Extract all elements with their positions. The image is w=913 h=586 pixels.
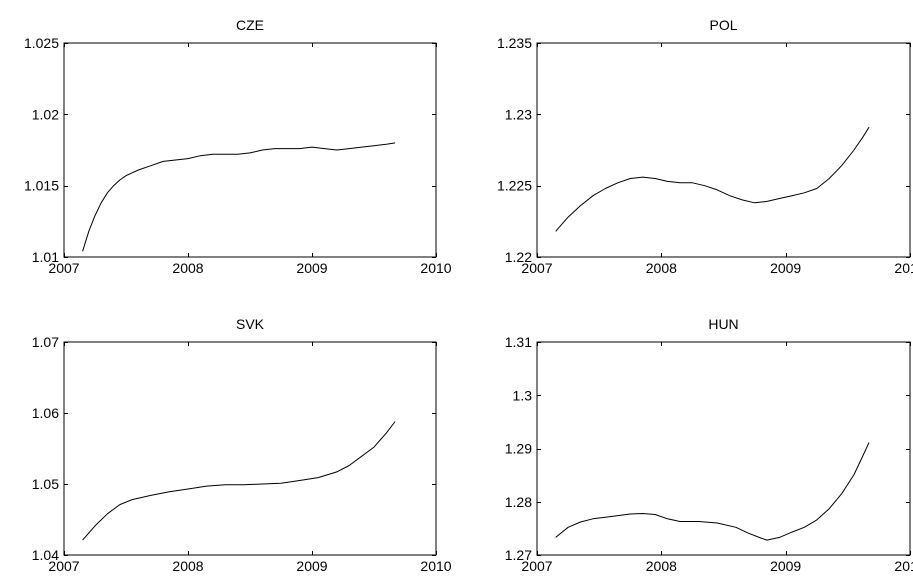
x-tick-label: 2010 [420, 558, 451, 574]
chart-panel-cze: CZE 2007 2008 2009 2010 1.01 1.015 1.02 1.025 [24, 17, 452, 276]
y-tick-label: 1.27 [505, 547, 532, 563]
x-tick-label: 2010 [894, 558, 913, 574]
y-tick-label: 1.025 [24, 35, 59, 51]
x-tick-label: 2010 [894, 260, 913, 276]
plot-frame [536, 341, 911, 556]
series-line [555, 126, 870, 232]
series-line [555, 442, 870, 541]
x-tick-label: 2008 [646, 558, 677, 574]
chart-panel-pol: POL 2007 2008 2009 2010 1.22 1.225 1.23 1.235 [497, 17, 913, 276]
x-tick-label: 2007 [521, 558, 552, 574]
x-tick-label: 2009 [296, 260, 327, 276]
chart-panel-svk: SVK 2007 2008 2009 2010 1.04 1.05 1.06 1.07 [32, 316, 452, 574]
y-tick-label: 1.235 [497, 35, 532, 51]
series-line [82, 421, 396, 541]
x-tick-label: 2010 [420, 260, 451, 276]
chart-title: HUN [708, 316, 738, 332]
x-tick-label: 2007 [521, 260, 552, 276]
x-tick-label: 2007 [48, 558, 79, 574]
x-tick-label: 2007 [48, 260, 79, 276]
x-tick-label: 2008 [172, 260, 203, 276]
chart-panel-hun: HUN 2007 2008 2009 2010 1.27 1.28 1.29 1.3 1.31 [505, 316, 913, 574]
y-tick-label: 1.3 [513, 387, 533, 403]
plot-frame [63, 42, 437, 258]
y-tick-label: 1.015 [24, 178, 59, 194]
y-tick-label: 1.07 [32, 334, 59, 350]
x-tick-label: 2009 [770, 260, 801, 276]
plot-frame [63, 341, 437, 556]
x-tick-label: 2009 [770, 558, 801, 574]
x-tick-label: 2008 [646, 260, 677, 276]
x-tick-label: 2009 [296, 558, 327, 574]
y-tick-label: 1.05 [32, 476, 59, 492]
y-tick-label: 1.23 [505, 106, 532, 122]
chart-title: CZE [236, 17, 264, 33]
x-tick-label: 2008 [172, 558, 203, 574]
y-tick-label: 1.225 [497, 178, 532, 194]
y-tick-label: 1.28 [505, 494, 532, 510]
y-tick-label: 1.22 [505, 249, 532, 265]
y-tick-label: 1.01 [32, 249, 59, 265]
chart-title: SVK [236, 316, 265, 332]
y-tick-label: 1.06 [32, 405, 59, 421]
y-tick-label: 1.29 [505, 441, 532, 457]
series-line [82, 142, 396, 252]
y-tick-label: 1.04 [32, 547, 59, 563]
plot-frame [536, 42, 911, 258]
chart-title: POL [709, 17, 737, 33]
y-tick-label: 1.31 [505, 334, 532, 350]
y-tick-label: 1.02 [32, 106, 59, 122]
